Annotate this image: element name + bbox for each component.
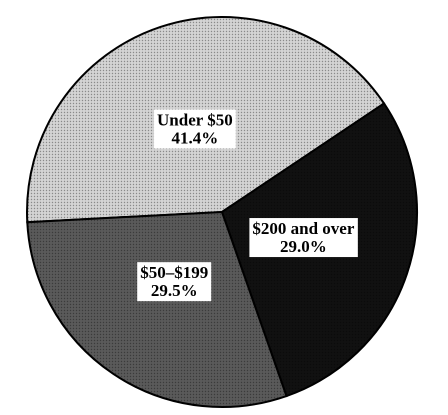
label-box	[137, 262, 212, 302]
label-box	[154, 109, 236, 149]
slice-value: 41.4%	[172, 128, 219, 147]
slice-value: 29.5%	[151, 281, 198, 300]
label-box	[249, 218, 358, 258]
slice-category: $200 and over	[252, 219, 354, 238]
slice-texture	[27, 212, 287, 407]
slice-value: 29.0%	[280, 237, 327, 256]
slice-category: $50–$199	[140, 263, 208, 282]
slice-category: Under $50	[157, 110, 233, 129]
